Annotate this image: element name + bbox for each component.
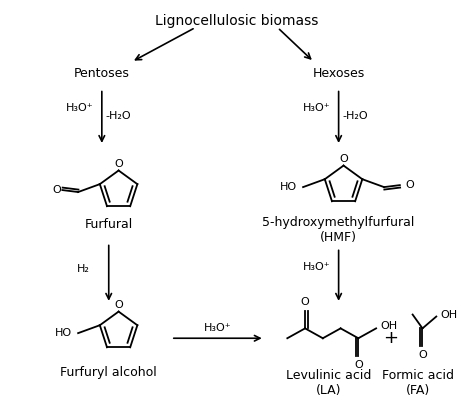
- Text: O: O: [114, 300, 123, 310]
- Text: Formic acid
(FA): Formic acid (FA): [382, 369, 454, 396]
- Text: Levulinic acid
(LA): Levulinic acid (LA): [286, 369, 372, 396]
- Text: Furfuryl alcohol: Furfuryl alcohol: [60, 366, 157, 379]
- Text: Furfural: Furfural: [85, 218, 133, 231]
- Text: H₂: H₂: [77, 264, 90, 274]
- Text: O: O: [114, 158, 123, 168]
- Text: H₃O⁺: H₃O⁺: [303, 103, 331, 113]
- Text: H₃O⁺: H₃O⁺: [204, 323, 232, 333]
- Text: Pentoses: Pentoses: [74, 67, 130, 80]
- Text: -H₂O: -H₂O: [106, 111, 131, 121]
- Text: OH: OH: [380, 322, 397, 332]
- Text: O: O: [301, 297, 310, 307]
- Text: -H₂O: -H₂O: [343, 111, 368, 121]
- Text: O: O: [418, 350, 427, 360]
- Text: Lignocellulosic biomass: Lignocellulosic biomass: [155, 14, 319, 27]
- Text: OH: OH: [440, 310, 457, 319]
- Text: HO: HO: [55, 328, 72, 338]
- Text: O: O: [52, 185, 61, 195]
- Text: +: +: [383, 329, 399, 347]
- Text: O: O: [406, 180, 414, 190]
- Text: O: O: [354, 360, 363, 370]
- Text: HO: HO: [280, 182, 297, 192]
- Text: H₃O⁺: H₃O⁺: [66, 103, 94, 113]
- Text: O: O: [339, 154, 348, 163]
- Text: Hexoses: Hexoses: [312, 67, 365, 80]
- Text: 5-hydroxymethylfurfural
(HMF): 5-hydroxymethylfurfural (HMF): [263, 216, 415, 244]
- Text: H₃O⁺: H₃O⁺: [303, 262, 331, 272]
